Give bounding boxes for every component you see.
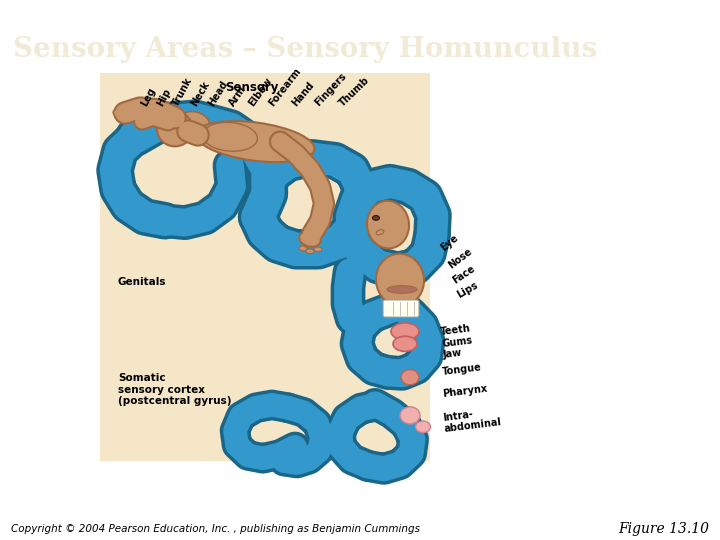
Ellipse shape: [299, 246, 307, 251]
Ellipse shape: [400, 407, 420, 424]
Text: Eye: Eye: [438, 233, 460, 253]
Ellipse shape: [196, 121, 315, 162]
FancyBboxPatch shape: [100, 73, 430, 461]
Text: Intra-
abdominal: Intra- abdominal: [442, 406, 502, 434]
Text: Sensory: Sensory: [225, 81, 279, 94]
FancyBboxPatch shape: [383, 300, 419, 317]
Text: Genitals: Genitals: [118, 277, 166, 287]
Circle shape: [157, 112, 193, 146]
Text: Tongue: Tongue: [442, 362, 482, 377]
Ellipse shape: [300, 231, 321, 247]
Ellipse shape: [202, 123, 258, 151]
Text: Sensory Areas – Sensory Homunculus: Sensory Areas – Sensory Homunculus: [13, 36, 597, 63]
Text: Neck: Neck: [189, 80, 212, 108]
Ellipse shape: [393, 336, 417, 352]
Text: Trunk: Trunk: [171, 76, 194, 108]
Polygon shape: [100, 73, 430, 461]
Text: Thumb: Thumb: [337, 75, 372, 108]
Text: Somatic
sensory cortex
(postcentral gyrus): Somatic sensory cortex (postcentral gyru…: [118, 373, 232, 406]
Text: Fingers: Fingers: [312, 71, 348, 108]
Text: Elbow: Elbow: [247, 76, 274, 108]
Text: Teeth
Gums
Jaw: Teeth Gums Jaw: [440, 323, 474, 360]
Text: Lips: Lips: [455, 280, 480, 300]
Text: Hand: Hand: [290, 80, 316, 108]
Ellipse shape: [113, 109, 131, 119]
Text: Head: Head: [207, 79, 230, 108]
Ellipse shape: [376, 230, 384, 235]
Text: Leg: Leg: [139, 86, 158, 108]
Text: Forearm: Forearm: [267, 66, 303, 108]
Text: Figure 13.10: Figure 13.10: [618, 522, 709, 536]
Ellipse shape: [314, 247, 322, 252]
Ellipse shape: [387, 286, 417, 293]
Ellipse shape: [367, 201, 409, 248]
Text: Hip: Hip: [156, 87, 173, 108]
Text: Pharynx: Pharynx: [442, 384, 488, 399]
Ellipse shape: [401, 369, 419, 385]
Text: Nose: Nose: [446, 246, 474, 271]
Ellipse shape: [372, 215, 379, 220]
Ellipse shape: [376, 254, 424, 306]
Text: Copyright © 2004 Pearson Education, Inc. , publishing as Benjamin Cummings: Copyright © 2004 Pearson Education, Inc.…: [11, 524, 420, 534]
Text: Face: Face: [451, 264, 477, 286]
Ellipse shape: [415, 421, 431, 433]
Ellipse shape: [181, 111, 210, 133]
Ellipse shape: [306, 249, 314, 254]
Text: Arm: Arm: [228, 84, 248, 108]
Ellipse shape: [391, 323, 419, 340]
